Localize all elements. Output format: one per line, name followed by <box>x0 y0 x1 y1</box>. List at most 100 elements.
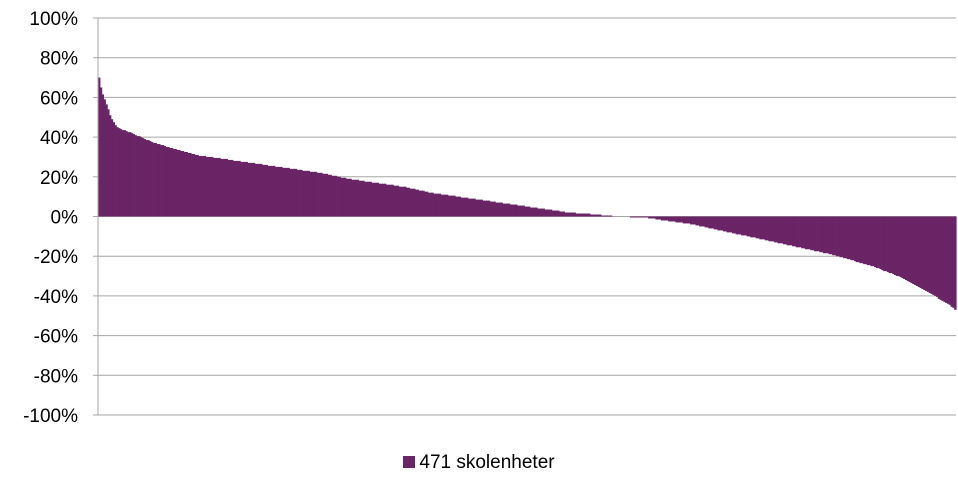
bar <box>349 178 352 217</box>
legend-label: 471 skolenheter <box>419 452 555 473</box>
bar <box>527 206 531 217</box>
bar <box>269 165 272 217</box>
bar <box>127 132 130 217</box>
bar <box>637 216 640 218</box>
bar <box>444 194 447 217</box>
bar <box>245 161 248 217</box>
bar <box>289 168 292 217</box>
bar <box>475 199 478 217</box>
bar <box>537 208 540 217</box>
bar <box>910 216 913 283</box>
bar <box>125 131 128 217</box>
bar <box>861 216 864 264</box>
y-tick-label: -100% <box>23 406 78 427</box>
bar <box>243 161 247 217</box>
bar <box>529 207 533 217</box>
bar <box>564 212 567 217</box>
bar <box>458 196 462 217</box>
bar <box>781 216 784 244</box>
bar <box>506 203 509 217</box>
bar <box>371 182 374 217</box>
bar <box>806 216 810 250</box>
bar <box>777 216 780 244</box>
bar <box>161 145 165 217</box>
bar <box>118 128 121 217</box>
bar <box>241 161 245 217</box>
bar <box>478 199 482 217</box>
bar <box>291 168 294 217</box>
bar <box>839 216 842 258</box>
bar <box>917 216 921 287</box>
bar <box>919 216 922 288</box>
bar <box>210 156 214 217</box>
bar <box>192 153 196 217</box>
bar <box>549 209 553 217</box>
bar <box>935 216 939 297</box>
bar <box>511 204 514 217</box>
bar <box>382 183 385 217</box>
y-tick-label: 60% <box>40 88 78 109</box>
bar <box>489 201 493 217</box>
bar <box>710 216 713 229</box>
bar <box>697 216 700 226</box>
bar <box>112 122 115 217</box>
y-tick-label: 100% <box>29 9 78 30</box>
bar <box>775 216 779 243</box>
bar <box>928 216 932 293</box>
bar <box>883 216 886 272</box>
bar <box>640 216 644 218</box>
bar <box>198 155 201 217</box>
bar <box>830 216 833 255</box>
bar <box>496 202 500 217</box>
bar <box>431 192 434 217</box>
bar <box>123 130 126 217</box>
bar <box>859 216 862 264</box>
bar <box>320 172 323 217</box>
bar <box>591 214 595 217</box>
bar <box>670 216 673 222</box>
bar <box>307 170 310 217</box>
bar <box>280 166 283 217</box>
bar <box>553 210 556 217</box>
bar <box>465 197 469 217</box>
bar <box>258 163 261 217</box>
bar <box>405 187 409 217</box>
bar <box>232 160 236 217</box>
bar <box>201 155 205 217</box>
bar <box>555 210 558 217</box>
bar <box>143 139 146 217</box>
bar <box>229 159 232 217</box>
bar <box>367 181 371 217</box>
bar <box>954 216 957 310</box>
bar <box>819 216 822 253</box>
bar <box>524 206 527 217</box>
bar <box>569 212 573 217</box>
bar <box>380 183 383 217</box>
bar <box>507 203 511 217</box>
bar <box>518 205 522 217</box>
bar <box>584 213 587 217</box>
bar <box>467 198 471 217</box>
bar <box>278 166 281 217</box>
bar <box>128 132 132 217</box>
bar <box>252 162 256 217</box>
bar <box>187 152 190 217</box>
bar <box>163 146 167 217</box>
bar <box>706 216 709 228</box>
bar <box>223 158 227 217</box>
bar <box>664 216 667 221</box>
bar <box>358 180 361 217</box>
bar <box>311 171 314 217</box>
bar <box>719 216 722 231</box>
bar <box>535 207 538 217</box>
bar <box>462 197 465 217</box>
bar <box>817 216 820 252</box>
bar <box>826 216 830 254</box>
bar <box>427 192 431 217</box>
bar <box>894 216 897 276</box>
bar <box>872 216 875 267</box>
bar <box>172 149 176 217</box>
bar <box>445 194 449 217</box>
bar <box>609 215 613 217</box>
bar <box>422 190 425 217</box>
